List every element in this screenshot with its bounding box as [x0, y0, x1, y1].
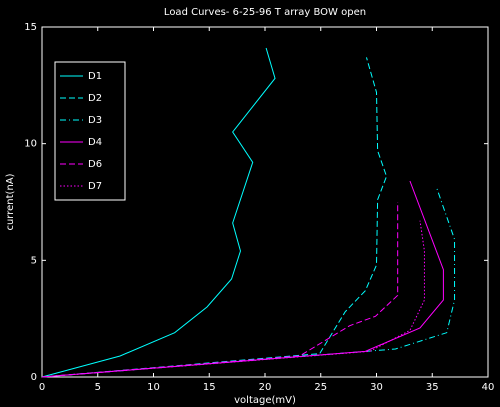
- x-tick-label: 15: [203, 382, 216, 393]
- x-tick-label: 20: [259, 382, 272, 393]
- series-line: [41, 57, 388, 378]
- y-axis-label: current(nA): [5, 173, 16, 230]
- y-tick-label: 15: [24, 22, 37, 33]
- chart-title: Load Curves- 6-25-96 T array BOW open: [164, 7, 366, 18]
- series-line: [41, 180, 444, 378]
- series-line: [41, 47, 276, 378]
- series-line: [41, 202, 399, 378]
- legend-box: [54, 61, 126, 201]
- x-tick-label: 5: [95, 382, 101, 393]
- legend-label: D1: [88, 71, 102, 82]
- legend-label: D4: [88, 137, 102, 148]
- y-tick-label: 0: [31, 372, 37, 383]
- x-tick-label: 30: [370, 382, 383, 393]
- series-line: [41, 220, 425, 378]
- legend-label: D2: [88, 93, 102, 104]
- legend-label: D3: [88, 115, 102, 126]
- series-line: [41, 187, 456, 378]
- x-tick-label: 10: [147, 382, 160, 393]
- legend-label: D6: [88, 159, 102, 170]
- x-tick-label: 40: [482, 382, 495, 393]
- y-tick-label: 5: [31, 255, 37, 266]
- x-tick-label: 35: [426, 382, 439, 393]
- y-tick-label: 10: [24, 139, 37, 150]
- x-tick-label: 0: [39, 382, 45, 393]
- x-tick-label: 25: [314, 382, 327, 393]
- legend-label: D7: [88, 181, 102, 192]
- x-axis-label: voltage(mV): [234, 395, 296, 406]
